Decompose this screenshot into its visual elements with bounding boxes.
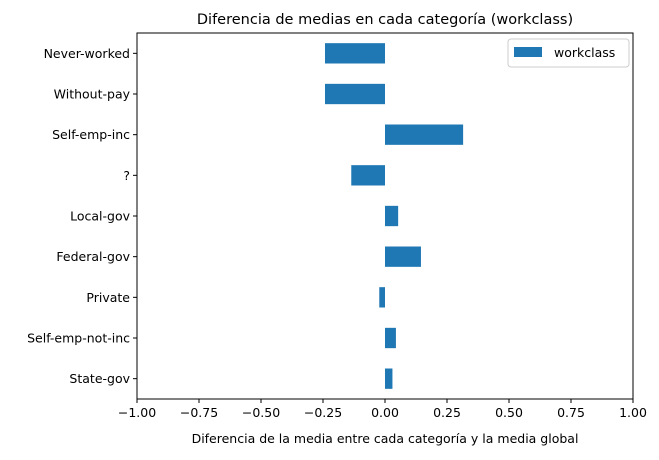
x-tick-label: −0.50	[242, 405, 280, 420]
y-tick-label: Local-gov	[70, 209, 130, 224]
x-tick-label: 0.00	[371, 405, 399, 420]
legend: workclass	[507, 38, 630, 68]
bar-unknown	[351, 165, 385, 186]
y-tick-label: Self-emp-inc	[52, 127, 130, 142]
y-axis: Never-worked Without-pay Self-emp-inc? Loca…	[27, 46, 137, 386]
legend-swatch	[514, 47, 542, 57]
bar-federal-gov	[385, 246, 421, 267]
y-tick-label: ?	[123, 168, 130, 183]
x-tick-label: 0.75	[557, 405, 585, 420]
bar-local-gov	[385, 205, 399, 227]
x-axis: −1.00 −0.75 −0.50 −0.25 0.00 0.25 0.50 0.75 1.00	[118, 399, 647, 420]
y-tick-label: State-gov	[69, 371, 130, 386]
x-tick-label: −0.75	[180, 405, 218, 420]
x-tick-label: −0.25	[304, 405, 342, 420]
x-tick-label: −1.00	[118, 405, 156, 420]
y-tick-label: Never-worked	[44, 46, 130, 61]
legend-label: workclass	[554, 45, 615, 60]
bar-private	[379, 287, 385, 308]
x-tick-label: 1.00	[619, 405, 647, 420]
bar-self-emp-inc	[385, 124, 464, 145]
y-tick-label: Without-pay	[54, 87, 131, 102]
bar-self-emp-not-inc	[385, 327, 396, 349]
bar-never-worked	[324, 43, 385, 64]
chart-title: Diferencia de medias en cada categoría (…	[197, 12, 573, 28]
y-tick-label: Private	[86, 290, 130, 305]
x-tick-label: 0.25	[433, 405, 461, 420]
y-tick-label: Federal-gov	[56, 249, 130, 264]
bar-without-pay	[324, 83, 385, 105]
bars-group	[324, 43, 464, 389]
legend-box	[507, 38, 630, 68]
x-tick-label: 0.50	[495, 405, 523, 420]
bar-state-gov	[385, 368, 393, 389]
x-axis-label: Diferencia de la media entre cada catego…	[192, 431, 579, 446]
y-tick-label: Self-emp-not-inc	[27, 331, 130, 346]
